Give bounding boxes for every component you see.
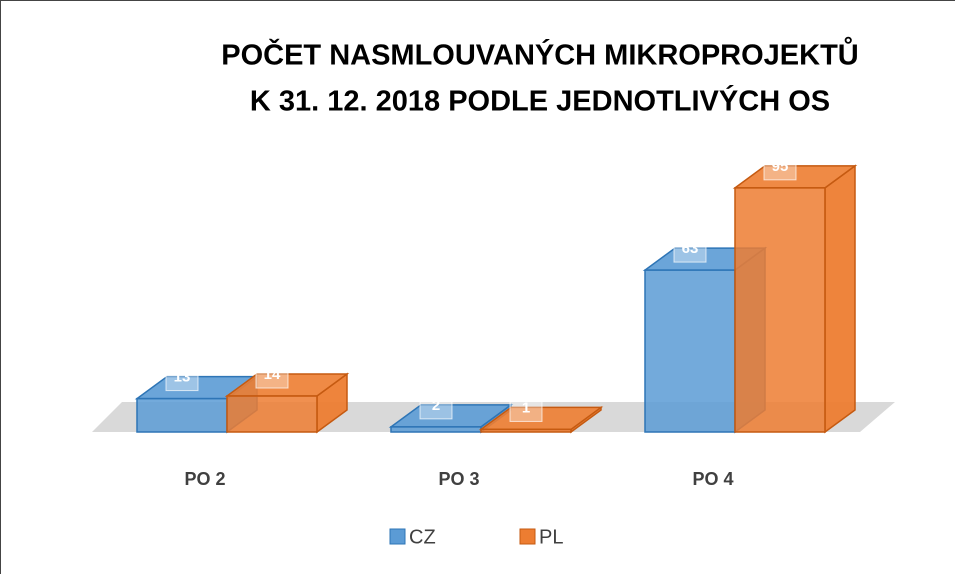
value-label: 13 [174,369,191,386]
value-label-box [763,151,797,181]
x-tick-label: PO 3 [438,469,479,489]
x-tick-label: PO 4 [692,469,733,489]
bar-front [734,187,826,433]
value-label: 2 [432,397,440,414]
chart-title: POČET NASMLOUVANÝCH MIKROPROJEKTŮ [221,36,859,72]
value-label: 1 [522,399,530,416]
bar-side [824,164,856,434]
legend-label: PL [539,526,563,548]
bar-front [390,426,482,433]
bar-front [226,395,318,433]
bar [224,372,350,434]
value-label-box [255,359,289,389]
legend-swatch [519,528,536,545]
bar-front [136,397,228,433]
value-label-box [165,362,199,392]
legend-swatch [389,528,406,545]
bar [732,164,858,434]
value-label: 14 [264,366,281,383]
bar-front [644,269,736,433]
bar-front [480,428,572,433]
legend-label: CZ [409,526,436,548]
value-label-box [673,233,707,263]
value-label: 63 [682,240,699,257]
bar [478,405,604,434]
value-label: 95 [772,158,789,175]
chart-title: K 31. 12. 2018 PODLE JEDNOTLIVÝCH OS [250,84,830,118]
value-label-box [509,392,543,422]
x-tick-label: PO 2 [184,469,225,489]
value-label-box [419,390,453,420]
bar [388,403,514,434]
